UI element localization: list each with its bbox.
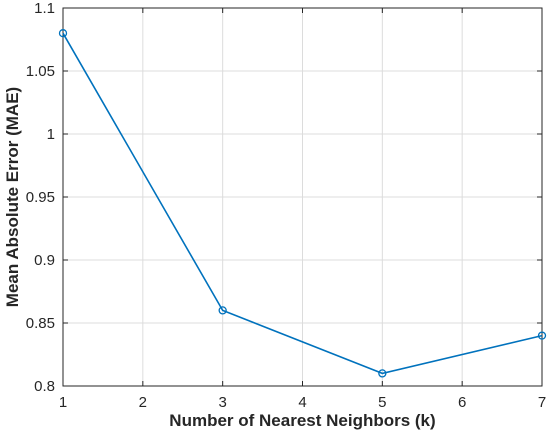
y-tick-label: 1.1 [34, 0, 55, 17]
axis-ticks: 1 2 3 4 5 6 7 0.8 0.85 0.9 0.95 1 1.05 1.1 [26, 0, 546, 411]
y-tick-label: 0.85 [26, 315, 55, 332]
x-tick-label: 4 [298, 394, 306, 411]
y-tick-label: 1 [47, 126, 55, 143]
y-tick-label: 0.9 [34, 252, 55, 269]
x-tick-label: 2 [139, 394, 147, 411]
grid [62, 7, 543, 387]
y-tick-label: 0.8 [34, 378, 55, 395]
data-point [58, 29, 68, 38]
x-tick-label: 6 [458, 394, 466, 411]
y-tick-label: 1.05 [26, 63, 55, 80]
series-line [62, 32, 543, 375]
x-tick-label: 1 [59, 394, 67, 411]
data-point [218, 306, 227, 315]
data-point [378, 369, 387, 378]
x-tick-label: 3 [218, 394, 226, 411]
x-tick-label: 5 [378, 394, 386, 411]
series-layer [58, 29, 547, 378]
data-point [537, 331, 547, 340]
x-axis-label: Number of Nearest Neighbors (k) [169, 411, 435, 430]
y-axis-label: Mean Absolute Error (MAE) [3, 87, 22, 307]
x-tick-label: 7 [538, 394, 546, 411]
y-tick-label: 0.95 [26, 189, 55, 206]
